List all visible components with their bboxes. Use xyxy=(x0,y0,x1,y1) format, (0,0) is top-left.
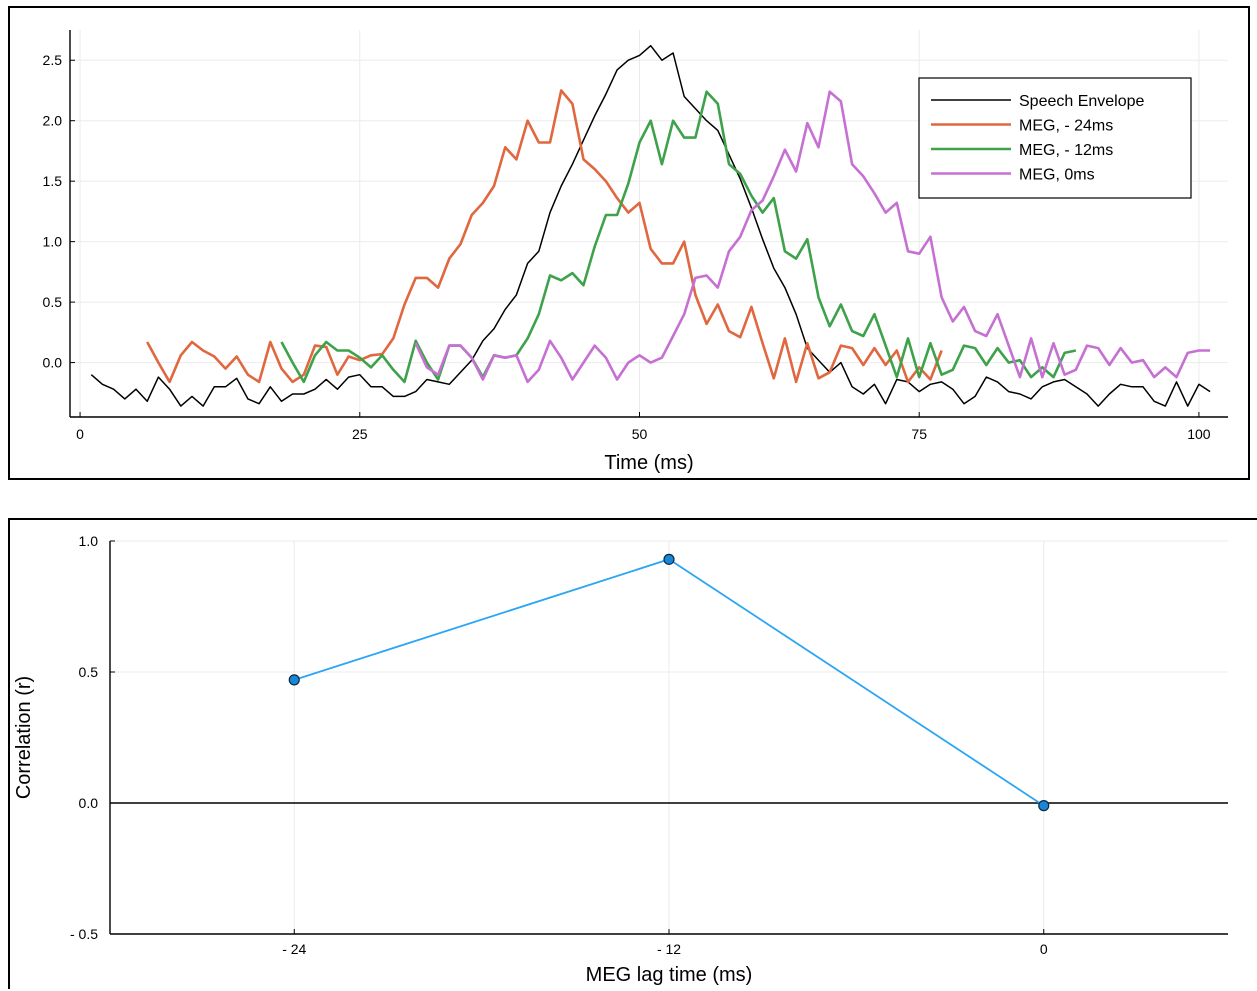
x-tick-label: 25 xyxy=(352,426,368,442)
bottom-chart-panel: - 24 - 12 0 - 0.5 0.0 0.5 1.0 MEG lag time (ms)… xyxy=(8,518,1257,989)
bottom-correlation-chart: - 24 - 12 0 - 0.5 0.0 0.5 1.0 MEG lag time (ms)… xyxy=(13,533,1228,986)
legend-label-meg-0ms: MEG, 0ms xyxy=(1019,167,1095,184)
x-axis-label: Time (ms) xyxy=(604,452,693,474)
y-tick-label: - 0.5 xyxy=(70,926,98,942)
x-tick-label: 0 xyxy=(1040,941,1048,957)
y-tick-label: 2.5 xyxy=(43,52,63,68)
legend-label-meg-24ms: MEG, - 24ms xyxy=(1019,118,1113,135)
x-tick-label: 0 xyxy=(76,426,84,442)
x-axis-label: MEG lag time (ms) xyxy=(586,964,753,986)
y-tick-label: 0.5 xyxy=(43,294,63,310)
y-tick-label: 1.5 xyxy=(43,173,63,189)
series-line-meg-12ms xyxy=(280,90,1077,384)
x-tick-label: - 12 xyxy=(657,941,681,957)
top-chart-panel: 0 25 50 75 100 0.0 0.5 1.0 1.5 2.0 2.5 Time (ms) Spe… xyxy=(8,6,1250,480)
y-tick-label: 0.5 xyxy=(79,664,99,680)
y-tick-label: 0.0 xyxy=(43,355,63,371)
x-tick-label: 50 xyxy=(632,426,648,442)
series-line-meg-0ms xyxy=(414,90,1211,384)
y-tick-label: 1.0 xyxy=(43,234,63,250)
legend-label-meg-12ms: MEG, - 12ms xyxy=(1019,142,1113,159)
legend: Speech Envelope MEG, - 24ms MEG, - 12ms MEG… xyxy=(918,77,1192,199)
x-tick-label: - 24 xyxy=(282,941,306,957)
correlation-point xyxy=(288,674,300,686)
top-line-chart: 0 25 50 75 100 0.0 0.5 1.0 1.5 2.0 2.5 Time (ms) Spe… xyxy=(43,30,1228,474)
legend-box xyxy=(918,77,1192,199)
x-tick-label: 100 xyxy=(1187,426,1211,442)
x-tick-label: 75 xyxy=(911,426,927,442)
series-line-meg-24ms xyxy=(146,89,943,384)
legend-label-speech-envelope: Speech Envelope xyxy=(1019,93,1145,110)
correlation-point xyxy=(663,553,675,565)
y-tick-label: 0.0 xyxy=(79,795,99,811)
y-tick-label: 2.0 xyxy=(43,113,63,129)
correlation-point xyxy=(1038,800,1050,812)
y-axis-label: Correlation (r) xyxy=(13,676,35,799)
series-line-speech-envelope xyxy=(90,44,1211,407)
y-tick-label: 1.0 xyxy=(79,533,99,549)
